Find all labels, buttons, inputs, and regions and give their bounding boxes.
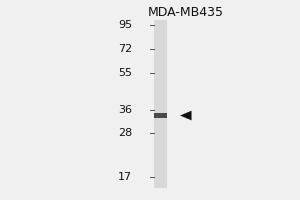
Text: MDA-MB435: MDA-MB435 <box>148 6 224 19</box>
Bar <box>154 20 167 188</box>
Text: 95: 95 <box>118 20 132 30</box>
Bar <box>154 113 167 118</box>
Text: 36: 36 <box>118 105 132 115</box>
Text: 72: 72 <box>118 44 132 54</box>
Text: 55: 55 <box>118 68 132 78</box>
Polygon shape <box>180 111 191 120</box>
Text: 17: 17 <box>118 172 132 182</box>
Text: 28: 28 <box>118 128 132 138</box>
